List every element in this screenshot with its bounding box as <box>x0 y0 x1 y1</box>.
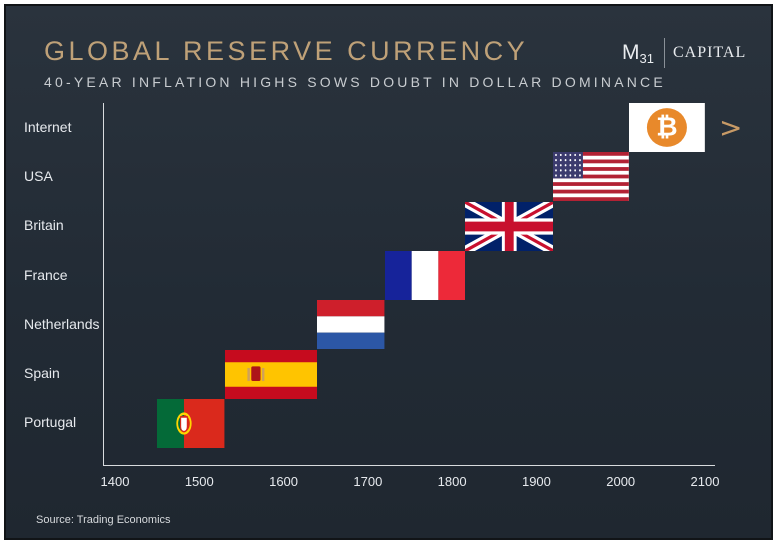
y-label-internet: Internet <box>24 118 72 135</box>
y-label-usa: USA <box>24 167 53 184</box>
y-label-france: France <box>24 266 68 283</box>
svg-text:₿: ₿ <box>656 113 677 143</box>
flag-france-bar <box>384 250 465 300</box>
x-tick-label-1700: 1700 <box>353 474 383 489</box>
x-tick-label-1400: 1400 <box>100 474 130 489</box>
logo-divider <box>663 38 665 68</box>
logo-mark: M31 <box>622 40 654 66</box>
flag-britain-bar <box>464 201 554 251</box>
x-axis-line <box>103 465 715 466</box>
y-label-britain: Britain <box>24 217 64 234</box>
logo-name: CAPITAL <box>672 44 747 61</box>
chart-subtitle: 40-YEAR INFLATION HIGHS SOWS DOUBT IN DO… <box>44 74 666 90</box>
flag-netherlands-bar <box>317 300 385 350</box>
x-tick-label-1900: 1900 <box>521 474 551 489</box>
y-label-portugal: Portugal <box>24 414 77 431</box>
flag-usa-bar <box>553 152 630 202</box>
m31-capital-logo: M31 CAPITAL <box>622 36 746 70</box>
y-label-spain: Spain <box>24 365 60 382</box>
flag-portugal-bar <box>157 398 225 448</box>
y-axis-line <box>103 103 104 465</box>
x-tick-label-1800: 1800 <box>437 474 467 489</box>
source-note: Source: Trading Economics <box>36 514 171 526</box>
x-tick-label-1600: 1600 <box>269 474 299 489</box>
y-label-netherlands: Netherlands <box>24 315 100 332</box>
flag-spain-bar <box>224 349 318 399</box>
continuation-arrow: > <box>719 111 743 144</box>
bitcoin-logo-bar: ₿ <box>629 103 705 152</box>
x-tick-label-2100: 2100 <box>690 474 720 489</box>
x-tick-label-1500: 1500 <box>184 474 214 489</box>
x-tick-label-2000: 2000 <box>606 474 636 489</box>
chart-title: GLOBAL RESERVE CURRENCY <box>44 36 529 66</box>
